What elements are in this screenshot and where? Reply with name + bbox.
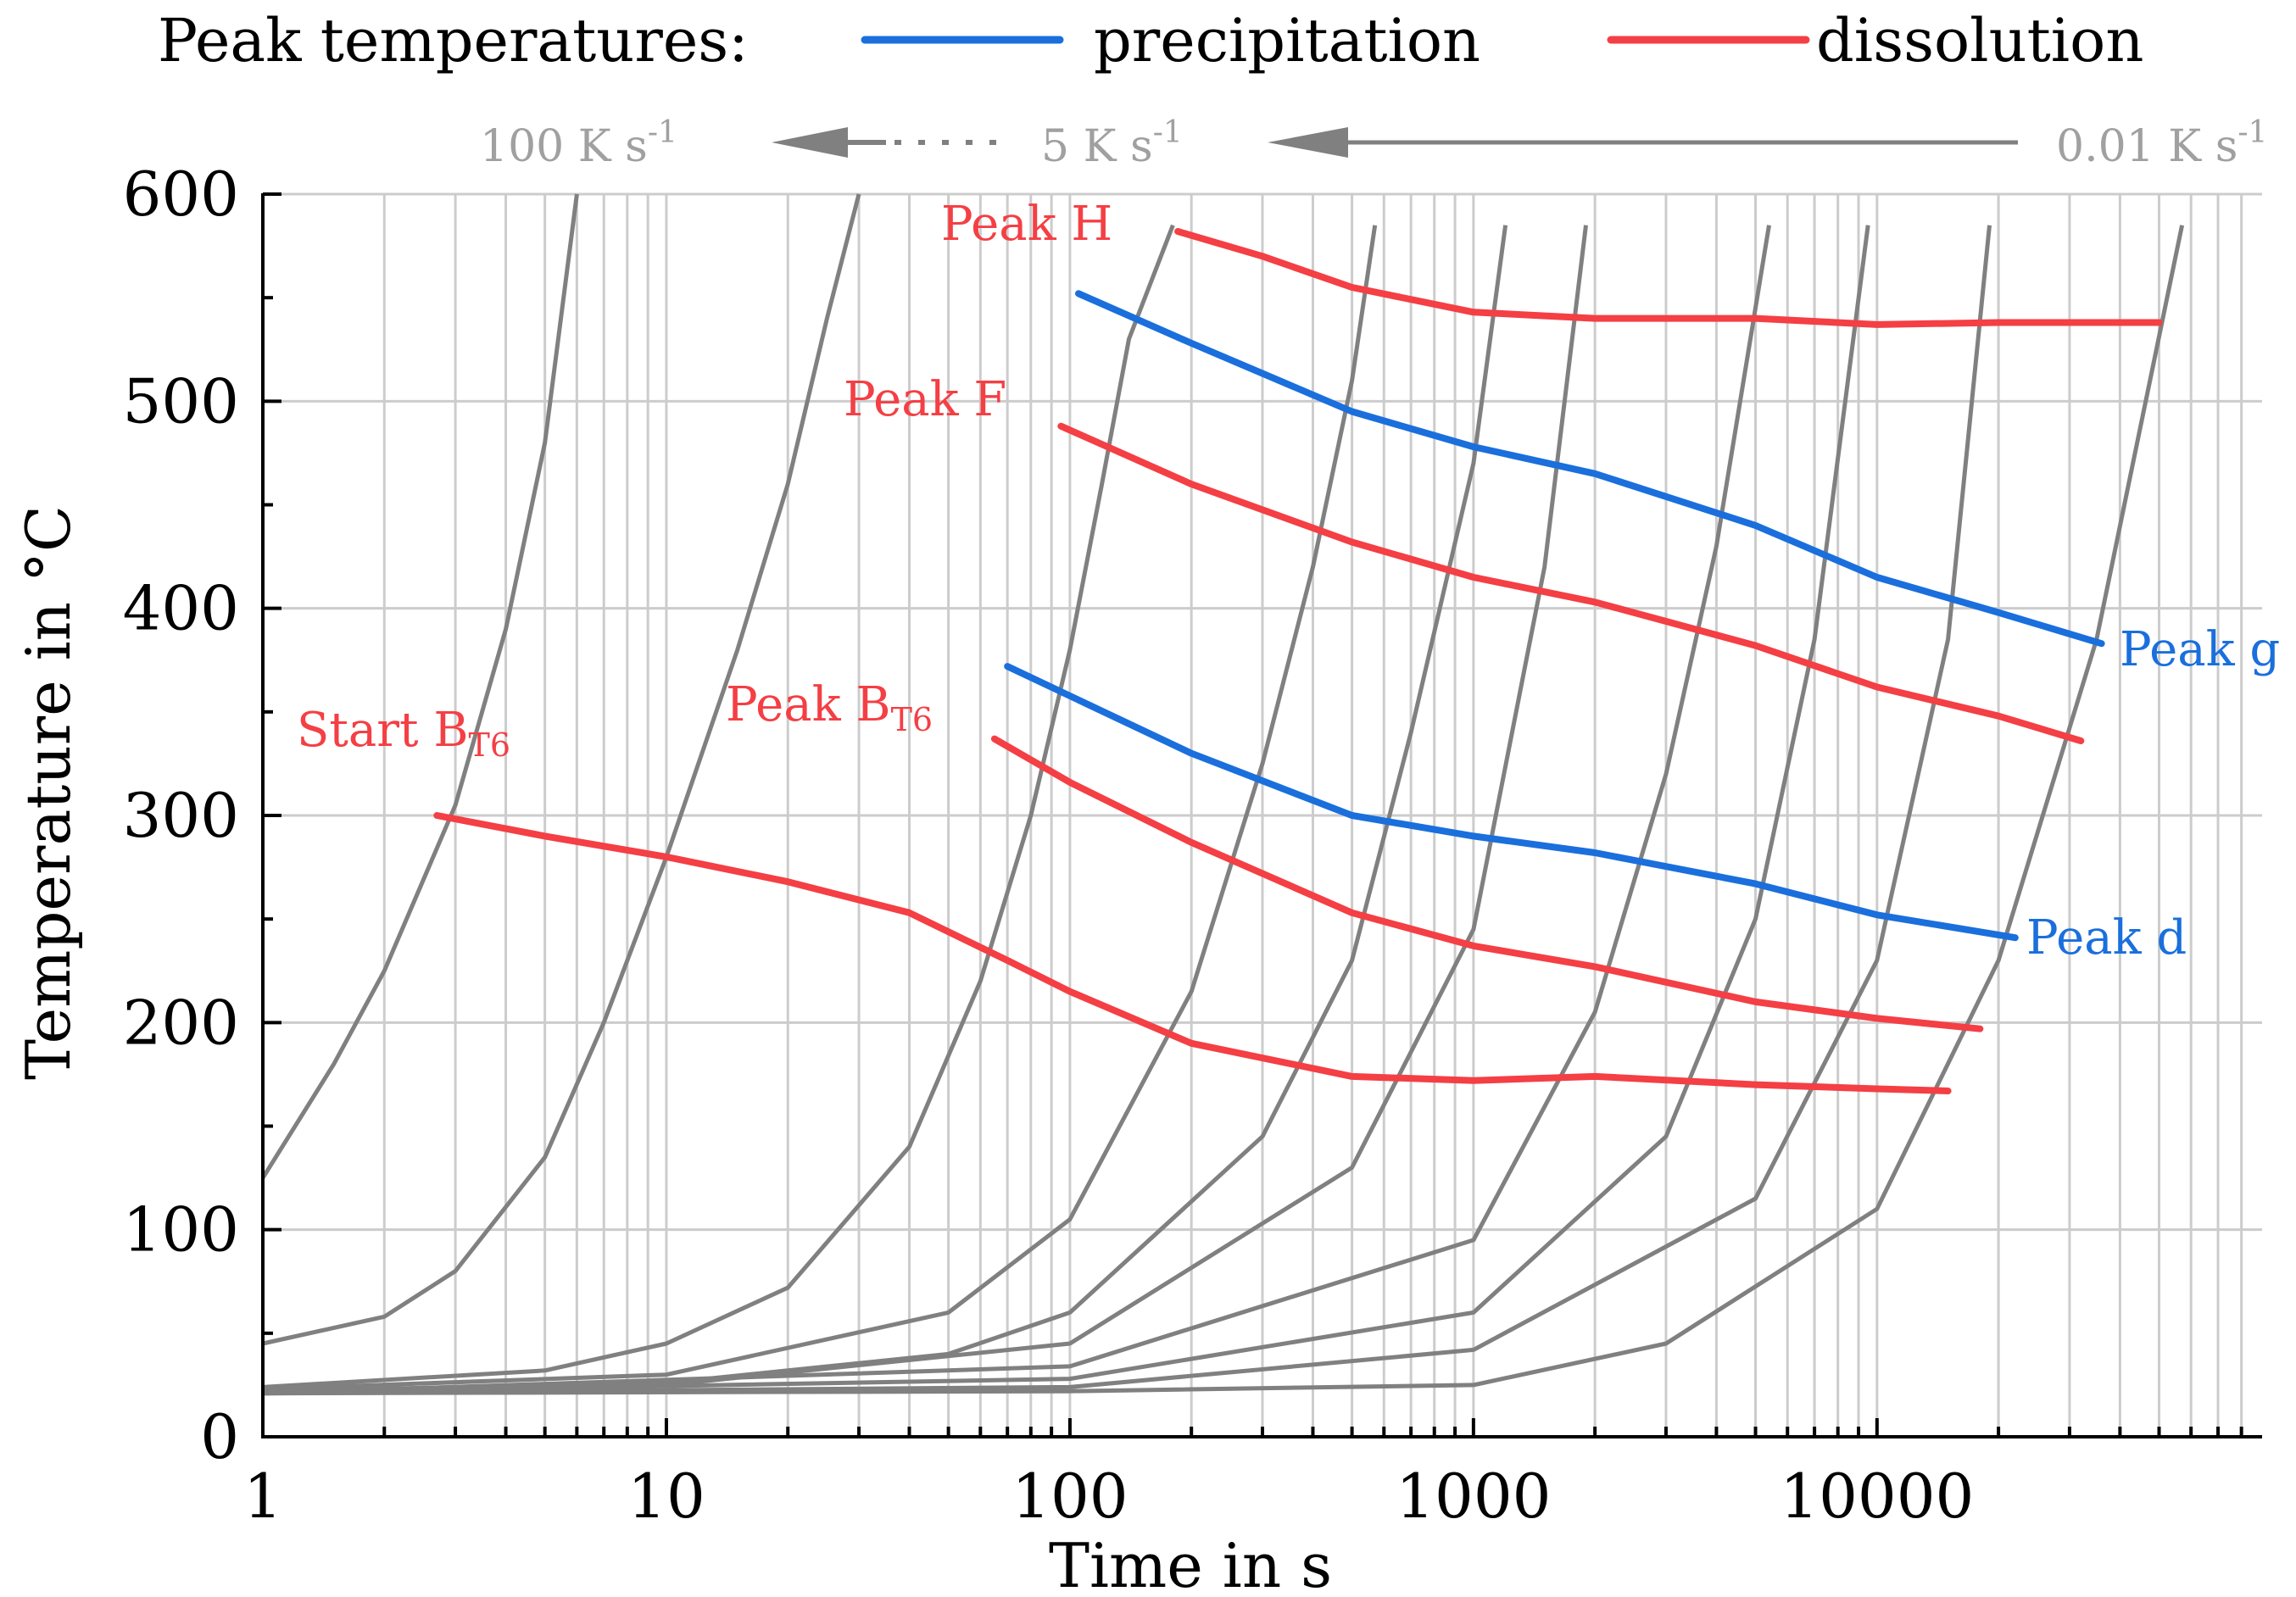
legend-title: Peak temperatures: — [158, 6, 749, 75]
heating-curve-1 — [260, 193, 579, 1179]
x-tick-label: 10 — [627, 1461, 705, 1532]
y-tick-label: 200 — [123, 987, 239, 1058]
series-peak-d — [1004, 663, 2019, 942]
y-tick-label: 300 — [123, 780, 239, 851]
rate-label-100: 100 K s-1 — [480, 115, 677, 172]
heating-curve-8 — [262, 225, 1870, 1396]
x-tick-label: 1 — [243, 1461, 282, 1532]
series-peak-f — [1057, 422, 2085, 744]
y-tick-label: 100 — [123, 1194, 239, 1266]
series-peak-b-t6 — [990, 735, 1984, 1032]
ticks: 1 10 100 1000 10000 0 100 200 300 400 500 600 — [123, 159, 2243, 1532]
curve-annotations: Start BT6 Peak BT6 Peak F Peak H Peak g … — [297, 197, 2280, 965]
y-tick-label: 400 — [123, 573, 239, 644]
x-tick-label: 1000 — [1396, 1461, 1551, 1532]
heating-curve-10 — [262, 225, 2185, 1396]
x-tick-label: 10000 — [1780, 1461, 1974, 1532]
rate-label-5: 5 K s-1 — [1041, 115, 1183, 172]
legend-label-dissolution: dissolution — [1816, 6, 2143, 75]
heating-curve-2 — [262, 193, 861, 1346]
legend: Peak temperatures: precipitation dissolu… — [158, 6, 2143, 75]
y-tick-label: 600 — [123, 159, 239, 230]
heating-curve-3 — [262, 224, 1175, 1389]
heating-curve-9 — [262, 225, 1992, 1396]
y-tick-label: 0 — [200, 1401, 239, 1472]
peak-series — [433, 228, 2163, 1094]
rate-arrow-head-right — [1268, 127, 1348, 158]
rate-arrow-head-left — [772, 127, 848, 158]
series-start-b-t6 — [433, 812, 1952, 1094]
annotation-peak-g: Peak g — [2120, 622, 2280, 677]
annotation-start-bt6: Start BT6 — [297, 703, 510, 764]
x-tick-label: 100 — [1011, 1461, 1128, 1532]
x-axis-title: Time in s — [1049, 1530, 1332, 1597]
y-axis-title: Temperature in °C — [13, 505, 84, 1080]
series-peak-h — [1174, 228, 2163, 328]
annotation-peak-h: Peak H — [941, 197, 1112, 252]
heating-curve-7 — [262, 225, 1771, 1396]
series-peak-g — [1075, 290, 2105, 648]
rate-label-0-01: 0.01 K s-1 — [2056, 115, 2267, 172]
annotation-peak-f: Peak F — [844, 372, 1006, 427]
heating-curve-4 — [262, 225, 1378, 1392]
annotation-peak-d: Peak d — [2026, 910, 2187, 965]
y-tick-label: 500 — [123, 365, 239, 437]
heating-curves — [260, 193, 2185, 1396]
grid — [263, 192, 2262, 1437]
annotation-peak-bt6: Peak BT6 — [726, 677, 933, 738]
legend-label-precipitation: precipitation — [1094, 6, 1480, 75]
rate-annotation: 100 K s-1 5 K s-1 0.01 K s-1 — [480, 115, 2267, 172]
